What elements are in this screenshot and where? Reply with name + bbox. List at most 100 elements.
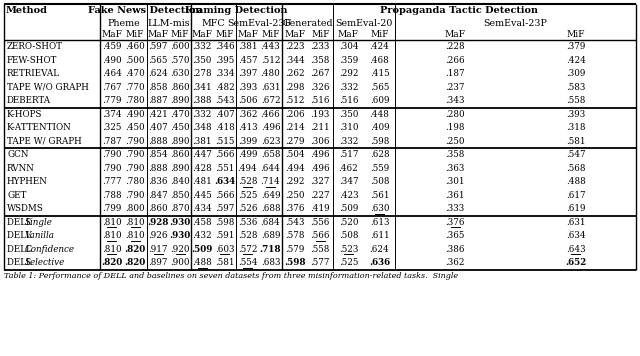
Text: .598: .598 <box>284 258 305 267</box>
Text: .636: .636 <box>369 258 390 267</box>
Text: .512: .512 <box>260 56 280 65</box>
Text: .572: .572 <box>237 245 257 254</box>
Text: ZERO-SHOT: ZERO-SHOT <box>7 42 63 51</box>
Text: .516: .516 <box>310 96 330 105</box>
Text: .810: .810 <box>125 231 145 240</box>
Text: .714: .714 <box>260 177 280 186</box>
Text: .333: .333 <box>445 204 465 213</box>
Text: .565: .565 <box>370 83 389 92</box>
Text: .494: .494 <box>285 164 305 173</box>
Text: .787: .787 <box>102 137 122 146</box>
Text: .348: .348 <box>193 123 212 132</box>
Text: .381: .381 <box>237 42 257 51</box>
Text: .624: .624 <box>370 245 389 254</box>
Text: .262: .262 <box>285 69 305 78</box>
Text: .820: .820 <box>125 258 146 267</box>
Text: .598: .598 <box>370 137 389 146</box>
Text: .890: .890 <box>170 137 189 146</box>
Text: .494: .494 <box>237 164 257 173</box>
Text: .799: .799 <box>102 204 122 213</box>
Text: MiF: MiF <box>261 30 280 39</box>
Text: .619: .619 <box>566 204 586 213</box>
Text: .421: .421 <box>148 110 168 119</box>
Text: .227: .227 <box>310 191 330 200</box>
Text: .820: .820 <box>101 258 122 267</box>
Text: .509: .509 <box>339 204 358 213</box>
Text: .443: .443 <box>260 42 280 51</box>
Text: .358: .358 <box>310 56 330 65</box>
Text: .223: .223 <box>285 42 305 51</box>
Text: .617: .617 <box>566 191 586 200</box>
Text: .267: .267 <box>310 69 330 78</box>
Text: .508: .508 <box>370 177 389 186</box>
Text: .536: .536 <box>238 218 257 227</box>
Text: .917: .917 <box>148 245 168 254</box>
Text: .790: .790 <box>125 164 145 173</box>
Text: .624: .624 <box>148 69 168 78</box>
Text: .326: .326 <box>310 83 330 92</box>
Text: .480: .480 <box>260 69 280 78</box>
Text: .250: .250 <box>285 191 305 200</box>
Text: .860: .860 <box>170 150 190 159</box>
Text: .512: .512 <box>285 96 305 105</box>
Text: .523: .523 <box>339 245 358 254</box>
Text: RETRIEVAL: RETRIEVAL <box>7 69 60 78</box>
Text: .509: .509 <box>191 245 213 254</box>
Text: .847: .847 <box>148 191 168 200</box>
Text: .611: .611 <box>370 231 389 240</box>
Text: .581: .581 <box>566 137 586 146</box>
Text: .432: .432 <box>193 231 212 240</box>
Text: .301: .301 <box>445 177 465 186</box>
Text: .397: .397 <box>238 69 257 78</box>
Text: .206: .206 <box>285 110 305 119</box>
Text: .450: .450 <box>125 123 145 132</box>
Text: .496: .496 <box>310 150 330 159</box>
Text: .928: .928 <box>147 218 169 227</box>
Text: .652: .652 <box>565 258 586 267</box>
Text: .457: .457 <box>237 56 257 65</box>
Text: .581: .581 <box>215 258 234 267</box>
Text: .558: .558 <box>310 245 330 254</box>
Text: MiF: MiF <box>171 30 189 39</box>
Text: .900: .900 <box>170 258 189 267</box>
Text: .718: .718 <box>260 245 281 254</box>
Text: .543: .543 <box>285 218 305 227</box>
Text: .516: .516 <box>339 96 358 105</box>
Text: .897: .897 <box>148 258 168 267</box>
Text: .488: .488 <box>193 258 212 267</box>
Text: .515: .515 <box>215 137 234 146</box>
Text: .462: .462 <box>339 164 358 173</box>
Text: .504: .504 <box>285 150 305 159</box>
Text: .517: .517 <box>339 150 358 159</box>
Text: .481: .481 <box>193 177 212 186</box>
Text: .566: .566 <box>215 191 234 200</box>
Text: .346: .346 <box>215 42 235 51</box>
Text: .528: .528 <box>237 231 257 240</box>
Text: .810: .810 <box>102 231 122 240</box>
Text: .407: .407 <box>148 123 168 132</box>
Text: .800: .800 <box>125 204 145 213</box>
Text: .579: .579 <box>285 245 305 254</box>
Text: .393: .393 <box>566 110 586 119</box>
Text: .350: .350 <box>193 56 212 65</box>
Text: .332: .332 <box>193 42 212 51</box>
Text: .266: .266 <box>445 56 465 65</box>
Text: .631: .631 <box>566 218 586 227</box>
Text: Propaganda Tactic Detection: Propaganda Tactic Detection <box>380 6 538 15</box>
Text: .870: .870 <box>170 204 190 213</box>
Text: .547: .547 <box>566 150 586 159</box>
Text: .409: .409 <box>370 123 389 132</box>
Text: .359: .359 <box>339 56 358 65</box>
Text: .628: .628 <box>370 150 389 159</box>
Text: .413: .413 <box>237 123 257 132</box>
Text: .450: .450 <box>170 123 190 132</box>
Text: Confidence: Confidence <box>24 245 74 254</box>
Text: .525: .525 <box>339 258 358 267</box>
Text: MaF: MaF <box>284 30 305 39</box>
Text: .508: .508 <box>339 231 358 240</box>
Text: .631: .631 <box>260 83 280 92</box>
Text: .362: .362 <box>237 110 257 119</box>
Text: DELL: DELL <box>7 218 35 227</box>
Text: .790: .790 <box>102 150 122 159</box>
Text: .644: .644 <box>260 164 280 173</box>
